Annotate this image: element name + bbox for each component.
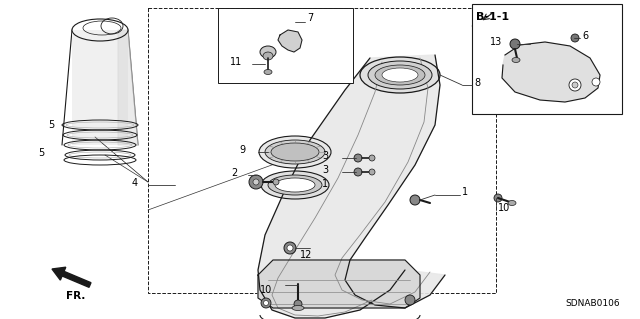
Circle shape <box>273 179 279 185</box>
Text: 11: 11 <box>230 57 242 67</box>
Text: 5: 5 <box>38 148 44 158</box>
Circle shape <box>249 175 263 189</box>
Circle shape <box>287 245 293 251</box>
Text: 6: 6 <box>582 31 588 41</box>
Ellipse shape <box>375 65 425 85</box>
FancyArrow shape <box>52 267 91 287</box>
Ellipse shape <box>512 57 520 63</box>
Ellipse shape <box>508 201 516 205</box>
Ellipse shape <box>292 306 304 310</box>
Ellipse shape <box>368 61 432 89</box>
Text: 10: 10 <box>260 285 272 295</box>
Ellipse shape <box>382 68 418 82</box>
Circle shape <box>264 300 269 306</box>
Circle shape <box>405 295 415 305</box>
Ellipse shape <box>275 178 315 192</box>
Bar <box>148 8 496 293</box>
Text: 4: 4 <box>132 178 138 188</box>
Polygon shape <box>502 42 600 102</box>
Text: 13: 13 <box>490 37 502 47</box>
Text: 3: 3 <box>322 151 328 161</box>
Ellipse shape <box>264 70 272 75</box>
Polygon shape <box>278 30 302 52</box>
Ellipse shape <box>260 46 276 58</box>
Circle shape <box>494 194 502 202</box>
Text: 9: 9 <box>240 145 246 155</box>
Text: 1: 1 <box>322 179 328 189</box>
Ellipse shape <box>268 175 322 195</box>
Ellipse shape <box>265 140 325 164</box>
Text: 2: 2 <box>232 168 238 178</box>
Circle shape <box>261 298 271 308</box>
Circle shape <box>592 78 600 86</box>
Text: FR.: FR. <box>66 291 85 301</box>
Text: 7: 7 <box>307 13 313 23</box>
Circle shape <box>354 154 362 162</box>
Polygon shape <box>258 55 445 318</box>
Circle shape <box>572 82 578 88</box>
Text: 1: 1 <box>462 187 468 197</box>
Circle shape <box>571 34 579 42</box>
Circle shape <box>410 195 420 205</box>
Polygon shape <box>118 30 138 145</box>
Circle shape <box>253 179 259 185</box>
Ellipse shape <box>360 57 440 93</box>
Text: SDNAB0106: SDNAB0106 <box>565 299 620 308</box>
Text: 10: 10 <box>498 203 510 213</box>
Ellipse shape <box>261 171 329 199</box>
FancyBboxPatch shape <box>72 30 128 145</box>
Bar <box>218 8 353 83</box>
Ellipse shape <box>271 143 319 161</box>
Ellipse shape <box>259 136 331 168</box>
Polygon shape <box>258 260 420 308</box>
Circle shape <box>369 169 375 175</box>
Circle shape <box>284 242 296 254</box>
Circle shape <box>354 168 362 176</box>
Text: 3: 3 <box>322 165 328 175</box>
Circle shape <box>294 300 302 308</box>
Circle shape <box>369 155 375 161</box>
Bar <box>472 4 622 114</box>
Ellipse shape <box>263 52 273 60</box>
Circle shape <box>510 39 520 49</box>
Text: B-1-1: B-1-1 <box>476 12 509 22</box>
Text: 8: 8 <box>474 78 480 88</box>
Text: 12: 12 <box>300 250 312 260</box>
Circle shape <box>569 79 581 91</box>
Text: 5: 5 <box>48 120 54 130</box>
